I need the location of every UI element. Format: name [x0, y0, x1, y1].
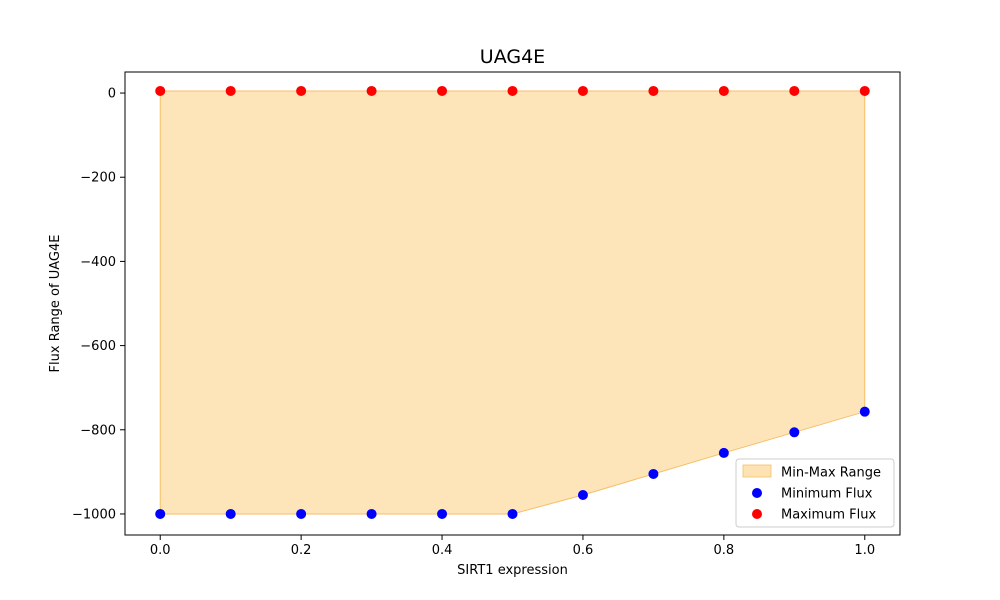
x-tick-label: 0.4: [432, 543, 453, 558]
y-tick-label: −200: [80, 171, 116, 186]
maximum-flux-point: [718, 85, 729, 96]
minimum-flux-point: [507, 508, 518, 519]
maximum-flux-point: [225, 85, 236, 96]
plot-area: [155, 85, 870, 519]
legend: Min-Max Range Minimum Flux Maximum Flux: [735, 458, 895, 528]
minimum-flux-point: [437, 508, 448, 519]
maximum-flux-point: [648, 85, 659, 96]
y-tick-label: −400: [80, 255, 116, 270]
legend-label-maximum-flux: Maximum Flux: [781, 508, 877, 523]
minimum-flux-point: [225, 508, 236, 519]
minimum-flux-point: [155, 508, 166, 519]
legend-marker-maximum-flux: [752, 509, 762, 519]
minimum-flux-point: [296, 508, 307, 519]
legend-label-minimum-flux: Minimum Flux: [781, 487, 873, 502]
y-tick-label: 0: [108, 87, 116, 102]
maximum-flux-point: [789, 85, 800, 96]
legend-marker-minimum-flux: [752, 488, 762, 498]
legend-frame: [735, 458, 895, 528]
minimum-flux-point: [577, 490, 588, 501]
y-axis-label: Flux Range of UAG4E: [48, 235, 63, 373]
chart-title: UAG4E: [480, 46, 545, 68]
legend-label-min-max-range: Min-Max Range: [781, 466, 881, 481]
x-tick-label: 0.0: [150, 543, 171, 558]
maximum-flux-point: [155, 85, 166, 96]
maximum-flux-point: [859, 85, 870, 96]
legend-swatch-min-max-range: [742, 464, 772, 478]
axes: 0.0 0.2 0.4 0.6 0.8 1.0 0 −200 −400 −600 −800 −1000: [72, 87, 875, 558]
x-tick-label: 0.2: [291, 543, 312, 558]
minimum-flux-point: [718, 447, 729, 458]
plot-frame: [124, 71, 901, 536]
x-tick-label: 0.8: [714, 543, 735, 558]
maximum-flux-point: [577, 85, 588, 96]
maximum-flux-point: [437, 85, 448, 96]
maximum-flux-point: [507, 85, 518, 96]
y-tick-label: −1000: [72, 507, 116, 522]
maximum-flux-point: [296, 85, 307, 96]
x-tick-label: 1.0: [854, 543, 875, 558]
x-tick-label: 0.6: [573, 543, 594, 558]
y-tick-label: −800: [80, 423, 116, 438]
maximum-flux-point: [366, 85, 377, 96]
minimum-flux-point: [789, 427, 800, 438]
minimum-flux-point: [366, 508, 377, 519]
minimum-flux-point: [859, 406, 870, 417]
x-axis-label: SIRT1 expression: [457, 563, 568, 578]
y-tick-label: −600: [80, 339, 116, 354]
minimum-flux-point: [648, 468, 659, 479]
